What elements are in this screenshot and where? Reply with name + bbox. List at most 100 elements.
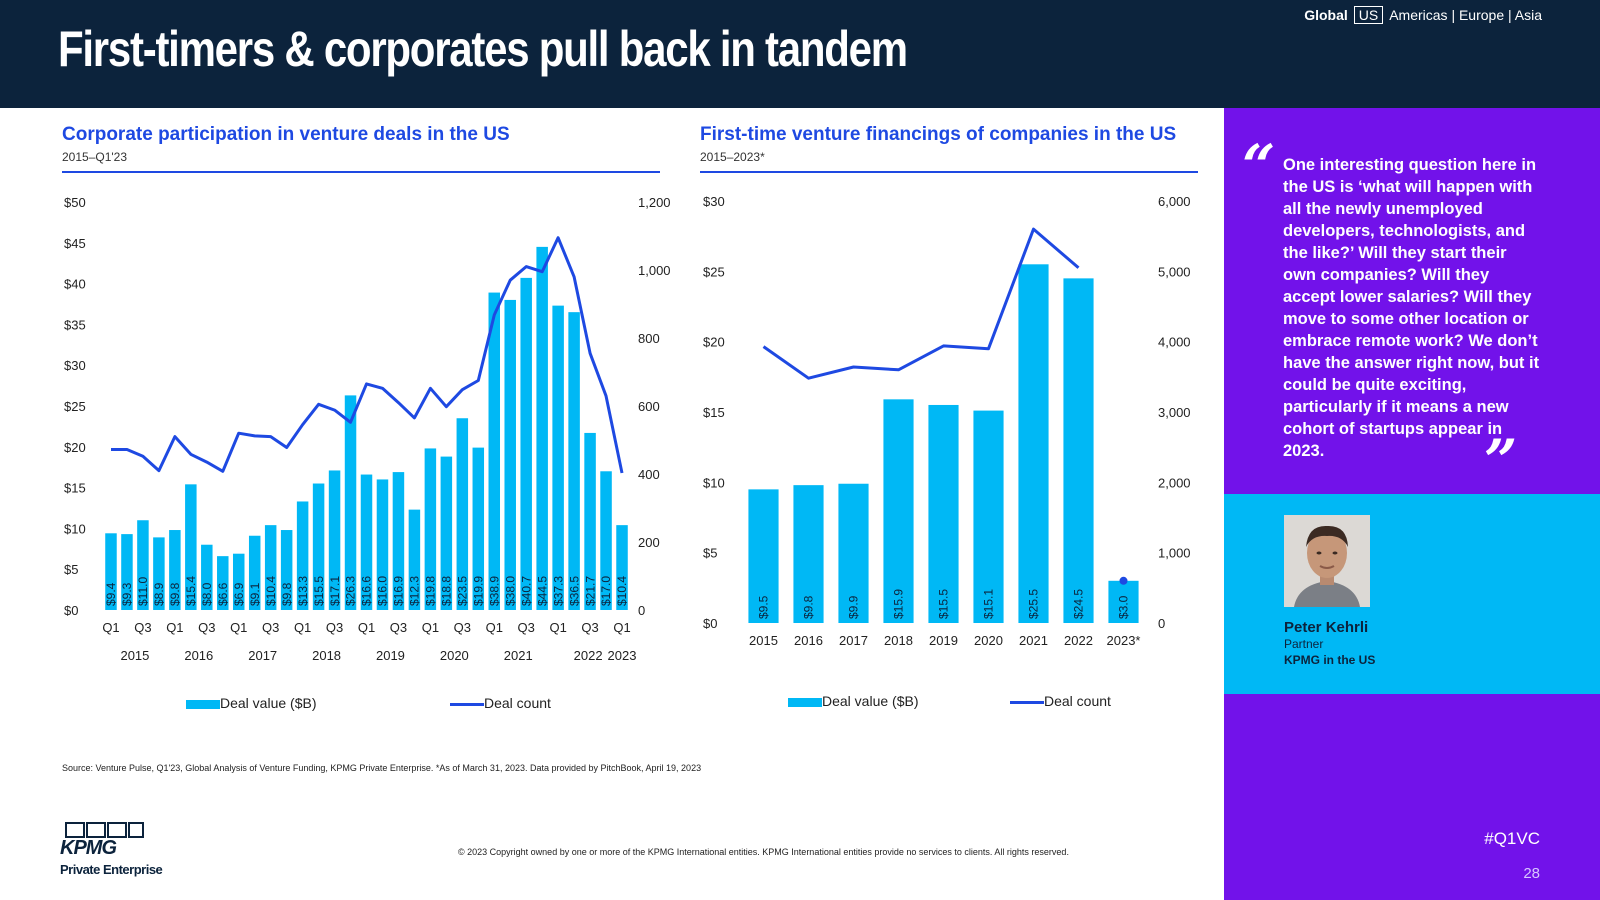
header-bar: First-timers & corporates pull back in t…	[0, 0, 1600, 108]
x-tick-label: Q3	[134, 620, 151, 635]
bar-data-label: $15.5	[312, 576, 326, 606]
bar	[248, 535, 261, 610]
bar	[201, 544, 213, 610]
bar	[536, 246, 548, 610]
copyright-note: © 2023 Copyright owned by one or more of…	[458, 847, 1069, 857]
bar-data-label: $21.7	[583, 576, 597, 606]
bar	[328, 470, 341, 610]
bar-data-label: $9.9	[847, 595, 861, 619]
y-right-tick-label: 0	[638, 603, 645, 618]
bar	[217, 556, 229, 610]
kpmg-logo-boxes	[65, 822, 144, 838]
y-right-tick-label: 400	[638, 467, 660, 482]
y-left-tick-label: $10	[703, 475, 725, 490]
bar-data-label: $6.6	[216, 582, 230, 606]
x-year-label: 2023	[608, 648, 637, 663]
region-us-link[interactable]: US	[1353, 6, 1384, 24]
person-role: Partner	[1284, 637, 1324, 651]
bar	[1018, 264, 1049, 623]
series-line-deal-count	[111, 236, 624, 474]
y-left-tick-label: $40	[64, 277, 86, 292]
source-note: Source: Venture Pulse, Q1'23, Global Ana…	[62, 763, 702, 773]
bar	[568, 312, 580, 610]
chart1-rule	[62, 171, 660, 173]
chart2-svg: $0 $5 $10 $15 $20 $25 $30 0 1,000 2,000 3,000 4,000…	[703, 194, 1191, 648]
bar-data-label: $15.9	[892, 589, 906, 619]
page-title: First-timers & corporates pull back in t…	[58, 21, 908, 77]
bar	[552, 305, 564, 610]
bar-data-label: $38.0	[503, 576, 517, 606]
y-left-tick-label: $35	[64, 317, 86, 332]
bar-data-label: $9.3	[120, 582, 134, 606]
y-left-tick-label: $5	[703, 546, 717, 561]
bar-data-label: $9.8	[280, 582, 294, 606]
bar	[973, 410, 1004, 623]
bar	[488, 292, 501, 610]
y-left-tick-label: $30	[64, 358, 86, 373]
bar-data-label: $17.1	[328, 576, 342, 606]
region-other-links[interactable]: Americas | Europe | Asia	[1389, 7, 1542, 23]
x-year-label: 2015	[120, 648, 149, 663]
y-left-tick-label: $25	[64, 399, 86, 414]
chart2-title: First-time venture financings of compani…	[700, 124, 1177, 145]
kpmg-logo-subtitle: Private Enterprise	[60, 862, 163, 877]
person-name: Peter Kehrli	[1284, 619, 1369, 636]
bar-data-label: $8.9	[152, 582, 166, 606]
bar	[137, 520, 149, 610]
x-year-label: 2019	[376, 648, 405, 663]
bar	[232, 553, 245, 610]
bar-data-label: $10.4	[264, 576, 278, 606]
bar-data-label: $9.5	[757, 595, 771, 619]
bar-data-label: $12.3	[408, 576, 422, 606]
bar	[408, 509, 421, 610]
legend-line-label: Deal count	[484, 695, 551, 711]
bar-data-label: $15.1	[982, 589, 996, 619]
open-quote-icon: “	[1242, 132, 1276, 200]
avatar	[1284, 515, 1370, 607]
bar-data-label: $16.9	[392, 576, 406, 606]
x-tick-label: Q3	[518, 620, 535, 635]
bar	[360, 474, 373, 610]
bar-data-label: $36.5	[567, 576, 581, 606]
x-tick-label: Q3	[390, 620, 407, 635]
bar	[440, 456, 453, 610]
y-left-tick-label: $50	[64, 195, 86, 210]
bar	[584, 432, 596, 610]
bar-data-label: $23.5	[456, 576, 470, 606]
chart2-header: First-time venture financings of compani…	[700, 124, 1198, 173]
x-tick-label: 2017	[839, 633, 868, 648]
person-photo-icon	[1284, 515, 1370, 607]
bar	[616, 525, 628, 610]
chart2-subtitle: 2015–2023*	[700, 150, 765, 164]
bar-data-label: $9.8	[802, 595, 816, 619]
quote-text: One interesting question here in the US …	[1283, 156, 1540, 460]
bar-data-label: $9.1	[248, 582, 262, 606]
bar-data-label: $15.5	[937, 589, 951, 619]
x-tick-label: 2015	[749, 633, 778, 648]
bar-data-label: $40.7	[519, 576, 533, 606]
bar	[600, 471, 612, 610]
line-point	[1119, 576, 1128, 585]
legend-line-swatch	[1010, 700, 1044, 704]
y-left-tick-label: $45	[64, 236, 86, 251]
bar-data-label: $26.3	[344, 576, 358, 606]
x-tick-label: Q1	[358, 620, 375, 635]
bar	[793, 485, 824, 623]
x-year-label: 2016	[184, 648, 213, 663]
bar	[376, 479, 389, 610]
bar	[280, 530, 293, 610]
bar-data-label: $38.9	[487, 576, 501, 606]
chart1-title: Corporate participation in venture deals…	[62, 124, 510, 145]
bar-data-label: $9.8	[168, 582, 182, 606]
kpmg-logo-word: KPMG	[60, 837, 117, 859]
legend-bar-label: Deal value ($B)	[220, 695, 317, 711]
region-global-link[interactable]: Global	[1304, 7, 1348, 23]
bar	[392, 472, 405, 610]
bar	[883, 399, 914, 623]
y-left-tick-label: $5	[64, 562, 78, 577]
bar	[153, 537, 165, 610]
y-left-tick-label: $25	[703, 264, 725, 279]
bar	[169, 530, 181, 610]
y-right-tick-label: 0	[1158, 616, 1165, 631]
bar-data-label: $10.4	[615, 576, 629, 606]
